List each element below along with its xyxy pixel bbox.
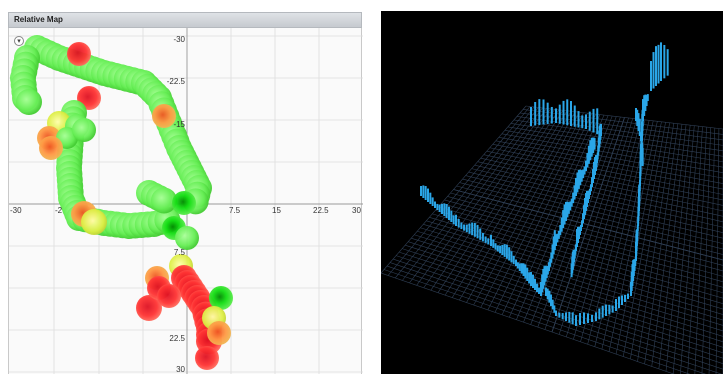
grid-line xyxy=(453,189,723,261)
position-marker xyxy=(172,191,196,215)
position-marker xyxy=(207,321,231,345)
position-marker xyxy=(195,346,219,370)
position-marker xyxy=(209,286,233,310)
position-marker xyxy=(16,89,42,115)
grid-line xyxy=(694,127,707,374)
window-title: Relative Map xyxy=(14,15,63,24)
position-marker xyxy=(136,295,162,321)
x-tick-label: 22.5 xyxy=(313,206,329,215)
map-canvas[interactable]: -30 -22.5 -15 7.5 22.5 30 -30 -2 7.5 15 … xyxy=(9,28,363,374)
grid-line xyxy=(715,128,720,374)
position-marker xyxy=(81,209,107,235)
x-tick-label: 15 xyxy=(272,206,281,215)
3d-canvas[interactable] xyxy=(381,11,723,374)
collapse-chevron-icon[interactable]: ▾ xyxy=(14,36,24,46)
position-marker xyxy=(39,136,63,160)
x-tick-label: 30 xyxy=(352,206,361,215)
x-tick-label: -2 xyxy=(55,206,63,215)
3d-floor-grid xyxy=(381,105,723,374)
position-marker xyxy=(151,187,177,214)
x-tick-label: -30 xyxy=(10,206,22,215)
position-marker xyxy=(175,226,199,250)
axis-labels: -30 -22.5 -15 7.5 22.5 30 -30 -2 7.5 15 … xyxy=(10,35,361,374)
y-tick-label: 7.5 xyxy=(174,248,186,257)
position-markers xyxy=(10,35,233,370)
window-titlebar[interactable]: Relative Map xyxy=(8,12,362,28)
y-tick-label: -15 xyxy=(173,120,185,129)
y-tick-label: -22.5 xyxy=(167,77,186,86)
3d-data-bars xyxy=(420,42,669,326)
position-marker xyxy=(152,104,176,128)
relative-map-plot[interactable]: -30 -22.5 -15 7.5 22.5 30 -30 -2 7.5 15 … xyxy=(8,28,363,374)
x-tick-label: 7.5 xyxy=(229,206,241,215)
3d-visualization-view[interactable] xyxy=(381,11,723,374)
y-tick-label: 22.5 xyxy=(169,334,185,343)
y-tick-label: -30 xyxy=(173,35,185,44)
y-tick-label: 30 xyxy=(176,365,185,374)
position-marker xyxy=(157,284,181,308)
relative-map-window: Relative Map xyxy=(8,12,363,374)
position-marker xyxy=(67,42,91,66)
position-marker xyxy=(72,118,96,142)
